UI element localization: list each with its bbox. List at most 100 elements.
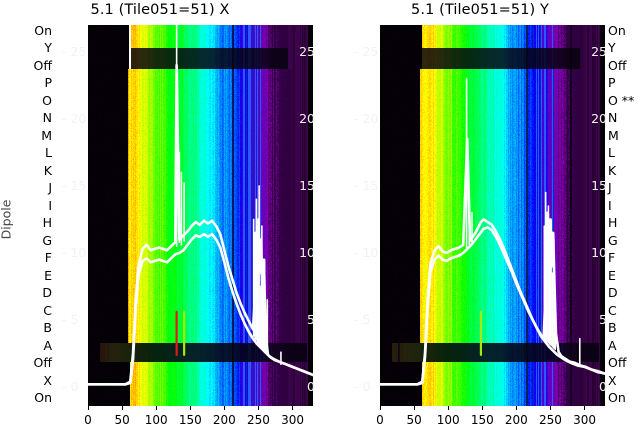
category-label: On	[34, 390, 52, 405]
x-tick-label: 200	[204, 406, 244, 427]
y-tick-label: - 5	[62, 311, 79, 327]
category-label: K	[43, 162, 52, 178]
category-label: N	[42, 110, 52, 126]
heatmap-plot-y[interactable]	[380, 25, 605, 406]
category-label: C	[608, 302, 617, 318]
y-tick-label: - 0	[354, 379, 371, 394]
trace-overlay-y	[380, 25, 605, 406]
category-label: N	[608, 110, 618, 126]
category-label: Off	[608, 57, 627, 73]
y-tick-label: 25	[299, 43, 315, 59]
category-label: M	[41, 127, 52, 143]
category-label: D	[608, 285, 618, 301]
category-label: B	[43, 320, 52, 336]
category-label: A	[43, 337, 52, 353]
x-tick-mark	[515, 406, 517, 410]
category-label: On	[34, 23, 52, 38]
y-tick-label: - 20	[62, 110, 87, 126]
category-labels-left: On Y Off P O N M L K J I H G F E D C B A Off X On	[14, 23, 52, 406]
category-label: E	[44, 267, 52, 283]
category-label: D	[42, 285, 52, 301]
category-label: O **	[608, 92, 635, 108]
x-tick-mark	[447, 406, 449, 410]
trace-overlay-x	[88, 25, 313, 406]
x-tick-mark	[549, 406, 551, 410]
heatmap-plot-x[interactable]	[88, 25, 313, 406]
category-label: On	[608, 390, 626, 405]
category-label: F	[608, 250, 616, 266]
category-label: X	[608, 372, 617, 388]
x-tick-label: 50	[102, 406, 142, 427]
y-tick-label: 20	[299, 110, 315, 126]
category-label: On	[608, 23, 626, 38]
category-label: B	[608, 320, 617, 336]
category-label: P	[44, 75, 52, 91]
category-label: Y	[608, 40, 616, 56]
x-tick-mark	[223, 406, 225, 410]
y-tick-label: - 15	[354, 177, 379, 193]
category-label: P	[608, 75, 616, 91]
category-label: X	[43, 372, 52, 388]
x-tick-mark	[584, 406, 586, 410]
x-tick-mark	[413, 406, 415, 410]
x-tick-label: 250	[530, 406, 570, 427]
y-tick-label: - 10	[354, 244, 379, 260]
category-label: G	[608, 232, 618, 248]
x-axis-panel-y: 0 50 100 150 200 250 300	[376, 406, 605, 440]
x-tick-mark	[155, 406, 157, 410]
x-tick-mark	[292, 406, 294, 410]
category-label: G	[42, 232, 52, 248]
panel-x: 5.1 (Tile051=51) X	[90, 2, 230, 18]
category-label: J	[608, 180, 612, 196]
category-label: K	[608, 162, 617, 178]
x-tick-mark	[379, 406, 381, 410]
y-tick-label: 0	[307, 379, 315, 394]
x-tick-mark	[87, 406, 89, 410]
x-tick-mark	[121, 406, 123, 410]
category-label: Off	[33, 355, 52, 371]
x-tick-label: 50	[394, 406, 434, 427]
y-tick-label: 15	[591, 177, 607, 193]
y-tick-label: - 0	[62, 379, 79, 394]
panel-y-title: 5.1 (Tile051=51) Y	[411, 2, 549, 18]
category-label: Off	[33, 57, 52, 73]
x-tick-label: 250	[238, 406, 278, 427]
category-label: J	[48, 180, 52, 196]
category-label: C	[43, 302, 52, 318]
category-label: E	[608, 267, 616, 283]
category-label: Off	[608, 355, 627, 371]
y-tick-label: 5	[307, 311, 315, 327]
y-tick-label: - 15	[62, 177, 87, 193]
category-label: A	[608, 337, 617, 353]
x-tick-mark	[257, 406, 259, 410]
category-label: L	[45, 145, 52, 161]
y-tick-label: - 10	[62, 244, 87, 260]
x-axis-panel-x: 0 50 100 150 200 250 300	[84, 406, 313, 440]
y-tick-label: 10	[299, 244, 315, 260]
category-label: Y	[44, 40, 52, 56]
y-tick-label: - 5	[354, 311, 371, 327]
category-labels-right: On Y Off P O ** N M L K J I H G F E D C B A Off X On	[608, 23, 640, 406]
x-tick-label: 150	[170, 406, 210, 427]
category-label: H	[608, 215, 618, 231]
panel-y: 5.1 (Tile051=51) Y	[320, 0, 640, 440]
x-tick-label: 100	[136, 406, 176, 427]
y-tick-label: 25	[591, 43, 607, 59]
category-label: L	[608, 145, 615, 161]
x-tick-label: 0	[360, 406, 400, 427]
x-tick-label: 200	[496, 406, 536, 427]
x-tick-label: 100	[428, 406, 468, 427]
y-tick-label: 15	[299, 177, 315, 193]
x-tick-label: 300	[565, 406, 605, 427]
category-label: I	[48, 197, 52, 213]
y-tick-label: - 25	[62, 43, 87, 59]
category-label: M	[608, 127, 619, 143]
x-tick-label: 0	[68, 406, 108, 427]
category-label: O	[42, 92, 52, 108]
y-tick-label: - 25	[354, 43, 379, 59]
y-tick-label: 5	[599, 311, 607, 327]
category-label: H	[42, 215, 52, 231]
y-tick-label: 20	[591, 110, 607, 126]
panel-x-title: 5.1 (Tile051=51) X	[90, 2, 230, 18]
